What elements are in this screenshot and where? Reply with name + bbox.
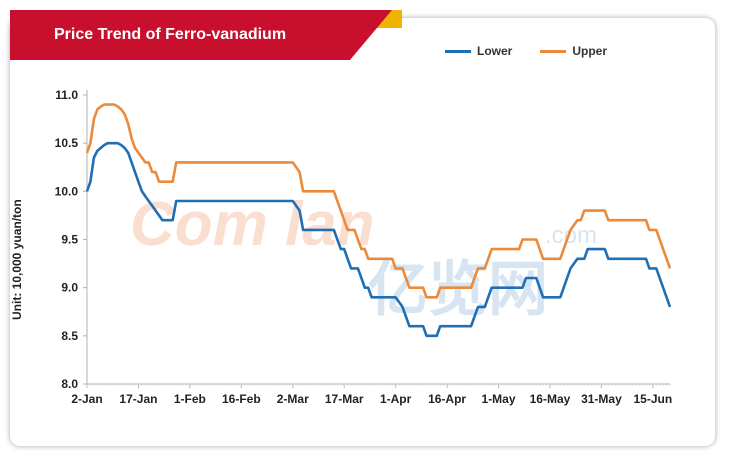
chart-card: [10, 18, 715, 446]
legend-label-lower: Lower: [477, 44, 513, 58]
watermark-cjk: 亿览网: [368, 255, 548, 325]
legend-swatch-upper: [540, 49, 567, 53]
x-tick-label: 2-Mar: [277, 392, 309, 406]
x-tick-label: 31-May: [581, 392, 622, 406]
legend-swatch-lower: [445, 49, 471, 53]
y-tick-label: 9.5: [61, 233, 78, 247]
x-tick-label: 1-Feb: [174, 392, 206, 406]
x-tick-label: 17-Mar: [325, 392, 364, 406]
title-banner: [10, 10, 402, 60]
y-tick-label: 11.0: [55, 88, 78, 102]
x-tick-label: 16-Feb: [222, 392, 261, 406]
y-tick-label: 8.0: [61, 377, 78, 391]
banner-red-shape: [10, 10, 392, 60]
y-tick-label: 8.5: [61, 329, 78, 343]
y-tick-label: 10.0: [55, 184, 79, 198]
x-tick-label: 17-Jan: [119, 392, 157, 406]
chart-title: Price Trend of Ferro-vanadium: [54, 26, 287, 43]
watermark-suffix: .com: [545, 222, 597, 249]
legend: Lower Upper: [445, 44, 607, 58]
x-tick-label: 16-Apr: [428, 392, 466, 406]
legend-item-lower: Lower: [445, 44, 512, 58]
series-line-lower: [85, 141, 672, 338]
y-tick-label: 9.0: [61, 281, 78, 295]
legend-item-upper: Upper: [540, 44, 607, 58]
y-tick-label: 10.5: [55, 136, 79, 150]
x-tick-label: 2-Jan: [71, 392, 102, 406]
series-line-upper: [85, 103, 672, 299]
x-tick-label: 15-Jun: [634, 392, 673, 406]
x-tick-label: 16-May: [530, 392, 571, 406]
x-tick-label: 1-Apr: [380, 392, 412, 406]
x-tick-label: 1-May: [482, 392, 516, 406]
legend-label-upper: Upper: [572, 44, 608, 58]
